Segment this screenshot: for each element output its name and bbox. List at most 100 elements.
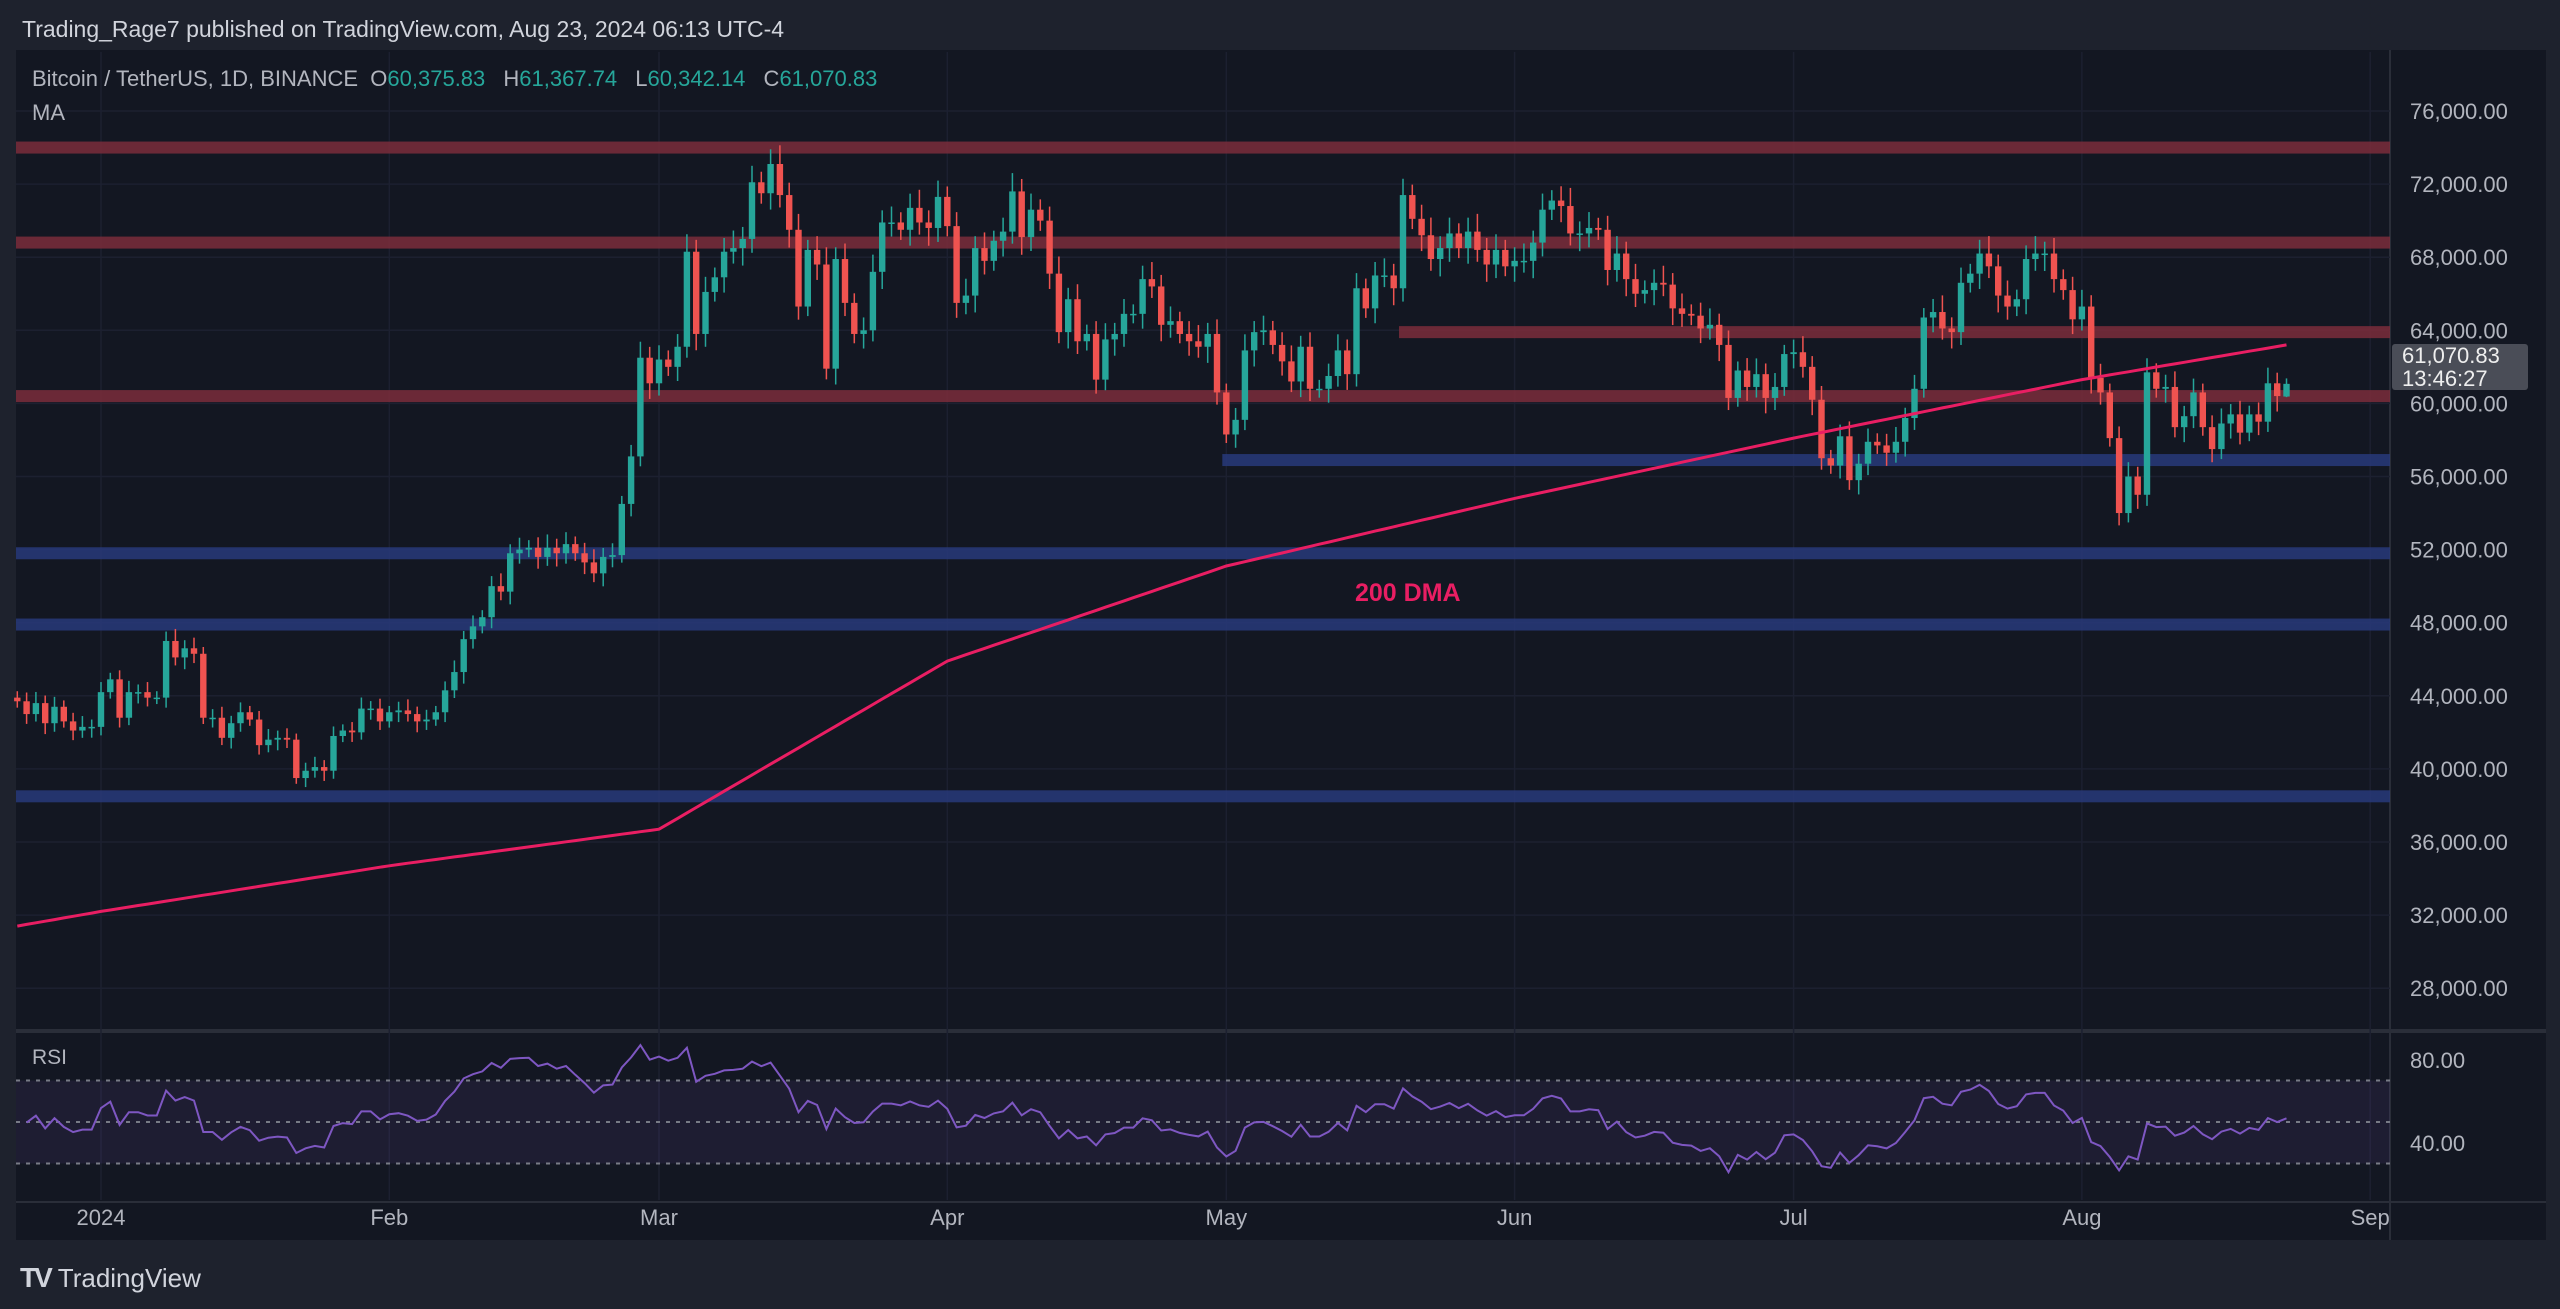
candle-down bbox=[376, 708, 384, 722]
candle-up bbox=[1836, 436, 1844, 466]
candle-down bbox=[246, 712, 253, 720]
candle-down bbox=[1055, 273, 1063, 333]
ma-indicator-label[interactable]: MA bbox=[32, 100, 65, 125]
candle-up bbox=[237, 712, 244, 724]
candle-down bbox=[69, 721, 77, 731]
candle-down bbox=[795, 229, 802, 307]
candle-up bbox=[209, 717, 216, 720]
candle-up bbox=[1976, 253, 1983, 274]
y-tick-label: 28,000.00 bbox=[2410, 976, 2508, 1001]
candle-up bbox=[479, 617, 486, 627]
footer-brand[interactable]: TV TradingView bbox=[20, 1262, 201, 1294]
candle-up bbox=[962, 295, 970, 303]
candle-up bbox=[153, 697, 160, 700]
candle-up bbox=[1781, 354, 1788, 387]
candle-up bbox=[432, 712, 439, 720]
candle-up bbox=[1706, 324, 1714, 329]
candle-down bbox=[2255, 414, 2262, 422]
candle-down bbox=[1846, 436, 1853, 481]
candle-up bbox=[748, 182, 756, 239]
candle-up bbox=[79, 726, 86, 731]
candle-up bbox=[2013, 299, 2020, 307]
candle-down bbox=[2088, 306, 2095, 378]
candle-down bbox=[1362, 288, 1369, 309]
candle-up bbox=[1065, 299, 1072, 333]
support-zone bbox=[16, 790, 2390, 803]
symbol-name[interactable]: Bitcoin / TetherUS, 1D, BINANCE bbox=[32, 66, 359, 91]
candle-up bbox=[1911, 388, 1918, 419]
candle-down bbox=[1148, 279, 1156, 287]
high-label: H bbox=[503, 66, 520, 91]
candle-down bbox=[2208, 427, 2216, 450]
candle-up bbox=[1892, 441, 1900, 453]
y-tick-label: 72,000.00 bbox=[2410, 172, 2508, 197]
candle-down bbox=[665, 359, 672, 367]
candle-up bbox=[516, 549, 523, 554]
candle-up bbox=[2143, 372, 2151, 495]
candle-up bbox=[1920, 317, 1927, 389]
candle-up bbox=[1130, 313, 1137, 316]
candle-down bbox=[172, 640, 179, 658]
candle-up bbox=[1381, 275, 1388, 277]
candle-up bbox=[1232, 419, 1239, 435]
candle-up bbox=[97, 692, 105, 727]
candle-down bbox=[1762, 374, 1769, 398]
candle-up bbox=[1492, 249, 1500, 265]
candle-up bbox=[1111, 333, 1118, 340]
candle-up bbox=[609, 555, 616, 557]
candle-up bbox=[162, 640, 170, 698]
y-tick-label: 48,000.00 bbox=[2410, 611, 2508, 636]
candle-down bbox=[1185, 333, 1193, 342]
rsi-indicator-label[interactable]: RSI bbox=[32, 1046, 68, 1069]
close-value: 61,070.83 bbox=[779, 66, 878, 91]
candle-up bbox=[683, 251, 691, 347]
candle-up bbox=[423, 719, 430, 722]
candle-down bbox=[321, 767, 328, 771]
candle-down bbox=[813, 249, 821, 265]
candle-down bbox=[404, 710, 412, 715]
y-tick-label: 44,000.00 bbox=[2410, 684, 2508, 709]
low-value: 60,342.14 bbox=[647, 66, 746, 91]
candle-up bbox=[1204, 333, 1211, 347]
candle-down bbox=[1278, 344, 1286, 362]
candle-up bbox=[274, 737, 281, 740]
candle-down bbox=[1213, 333, 1221, 393]
candle-up bbox=[999, 231, 1007, 241]
candle-down bbox=[1985, 253, 1993, 267]
candle-down bbox=[590, 562, 598, 574]
y-tick-label: 64,000.00 bbox=[2410, 318, 2508, 343]
x-tick-label: Sep bbox=[2351, 1205, 2390, 1230]
candle-up bbox=[451, 672, 458, 691]
support-zone bbox=[16, 547, 2390, 560]
candle-down bbox=[823, 264, 830, 369]
candle-up bbox=[627, 456, 635, 504]
brand-name: TradingView bbox=[57, 1262, 201, 1293]
candle-up bbox=[32, 703, 40, 715]
y-tick-label: 76,000.00 bbox=[2410, 99, 2508, 124]
candle-down bbox=[944, 196, 951, 227]
candle-up bbox=[460, 639, 467, 673]
y-tick-label: 36,000.00 bbox=[2410, 830, 2508, 855]
x-tick-label: Jun bbox=[1497, 1205, 1532, 1230]
candle-up bbox=[395, 710, 402, 713]
ma200-annotation: 200 DMA bbox=[1355, 579, 1461, 607]
candle-up bbox=[386, 712, 393, 722]
x-tick-label: Mar bbox=[640, 1205, 678, 1230]
candle-up bbox=[2264, 383, 2272, 422]
candle-down bbox=[1176, 321, 1183, 334]
candle-up bbox=[1929, 312, 1937, 318]
candle-down bbox=[1939, 312, 1946, 329]
candle-down bbox=[1455, 233, 1462, 249]
candle-up bbox=[488, 586, 495, 618]
candle-down bbox=[218, 717, 226, 738]
candle-down bbox=[953, 226, 960, 303]
candle-up bbox=[1371, 275, 1379, 309]
candle-up bbox=[1464, 231, 1472, 249]
candle-down bbox=[572, 544, 579, 554]
candle-up bbox=[1539, 209, 1546, 243]
candle-down bbox=[2199, 392, 2206, 428]
candle-up bbox=[1027, 209, 1035, 238]
candle-up bbox=[2022, 259, 2030, 300]
candle-down bbox=[1074, 299, 1081, 342]
